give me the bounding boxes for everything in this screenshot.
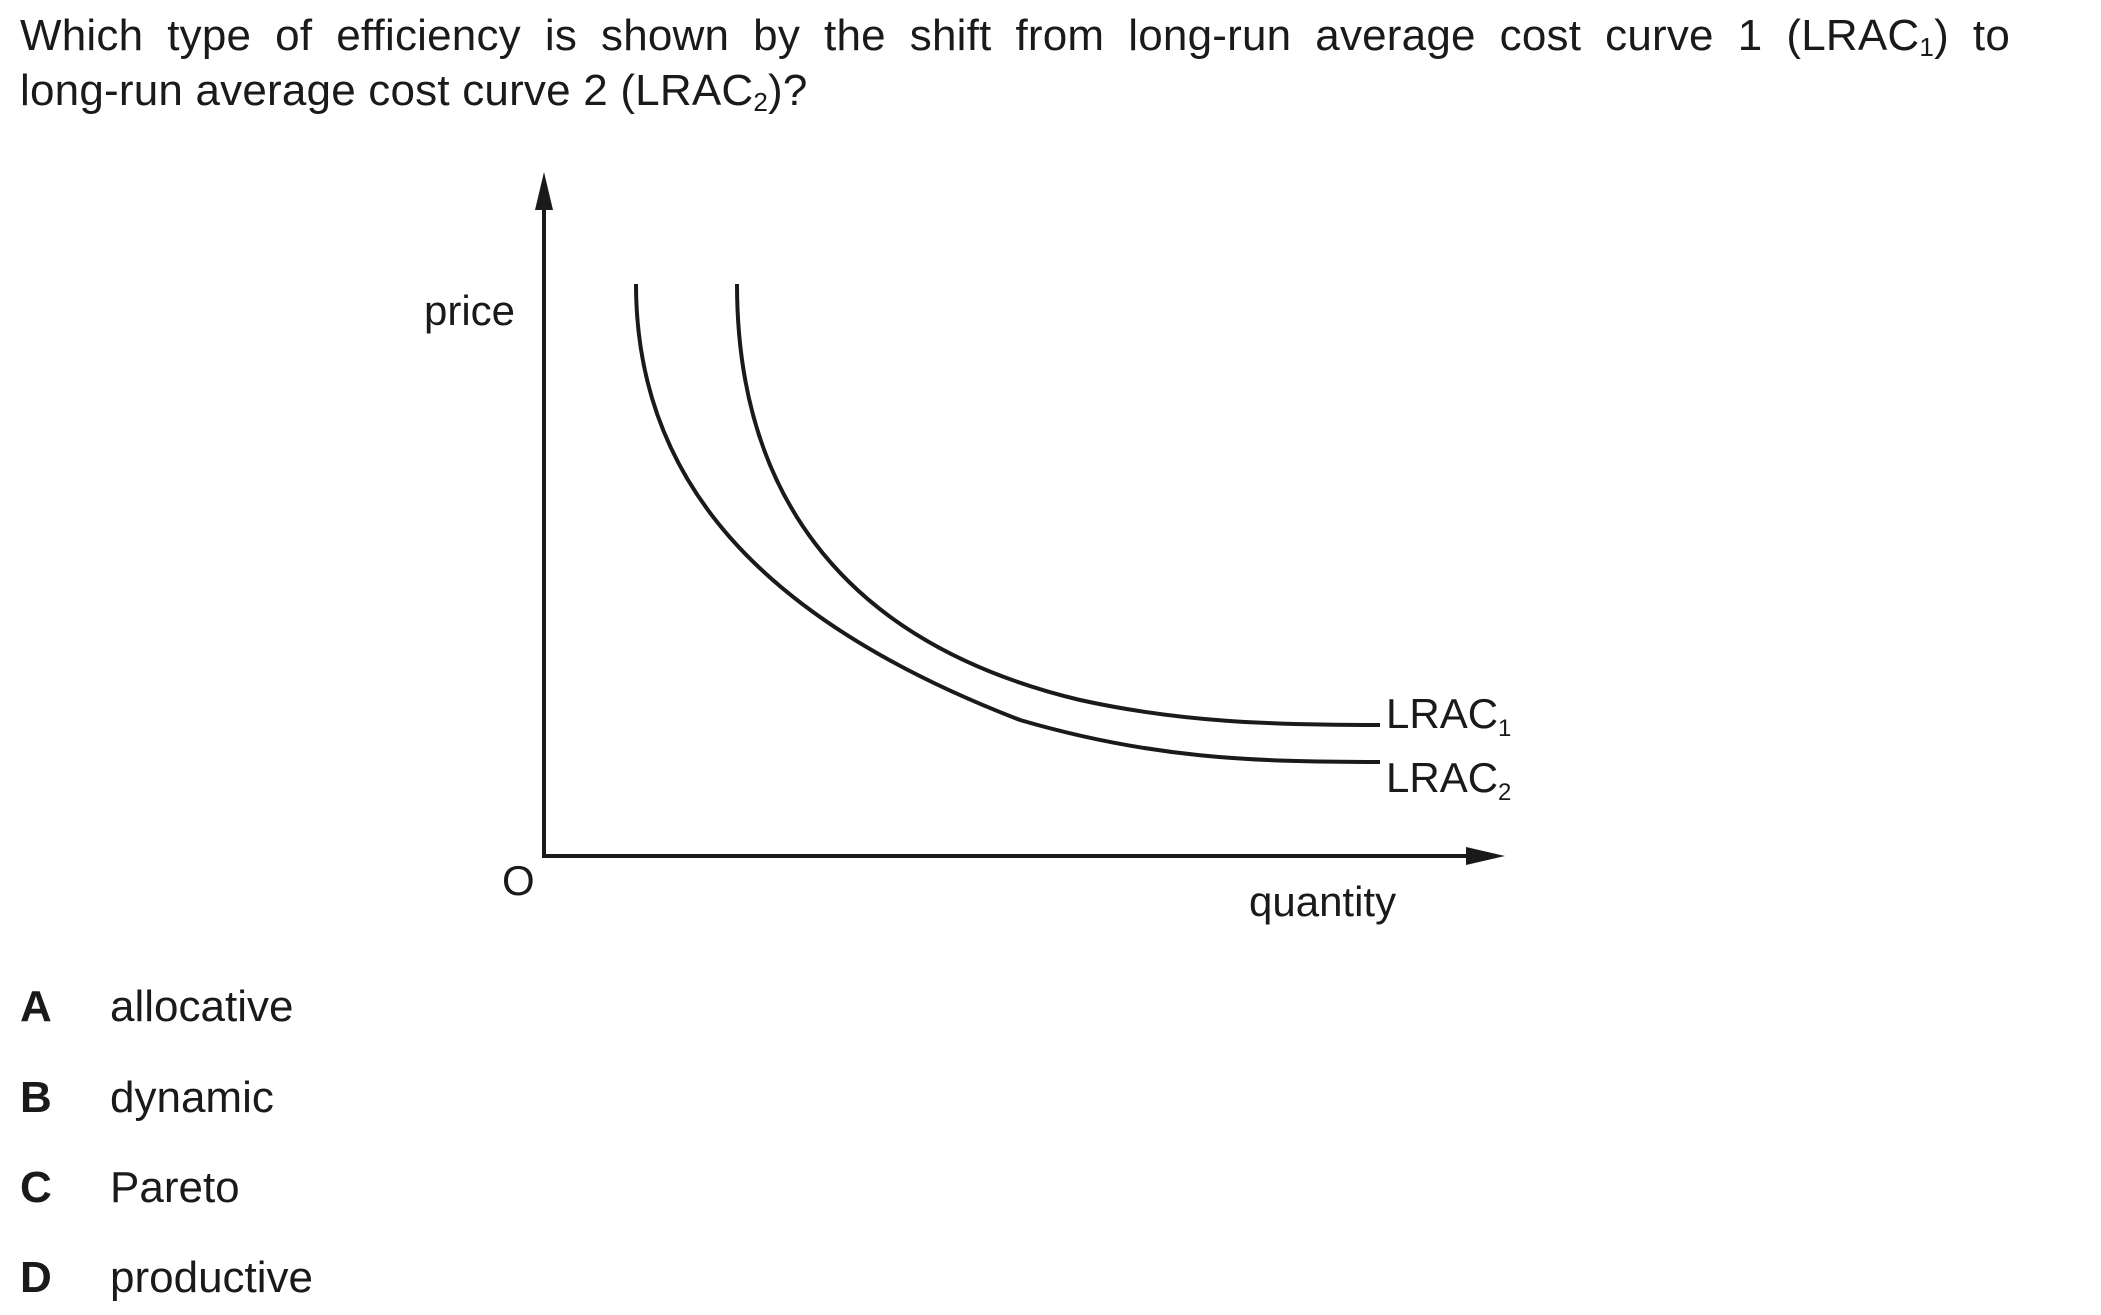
lrac2-curve (634, 283, 1381, 764)
lrac2-label: LRAC2 (1386, 754, 1511, 806)
option-letter: D (20, 1253, 52, 1302)
question-text: Which type of efficiency is shown by the… (20, 8, 2020, 118)
option-text: dynamic (110, 1073, 274, 1122)
lrac1-label: LRAC1 (1386, 690, 1511, 742)
y-axis-arrowhead (535, 172, 553, 210)
option-text: Pareto (110, 1163, 240, 1212)
option-letter: C (20, 1163, 52, 1212)
question-line-1: Which type of efficiency is shown by the… (20, 11, 2010, 62)
question-line-2: long-run average cost curve 2 (LRAC2)? (20, 66, 808, 117)
option-text: allocative (110, 982, 294, 1031)
x-axis-label: quantity (1249, 878, 1396, 925)
origin-label: O (502, 857, 535, 904)
option-letter: B (20, 1073, 52, 1122)
x-axis-arrowhead (1466, 847, 1505, 865)
y-axis-label: price (424, 287, 515, 334)
lrac1-curve (735, 283, 1381, 727)
option-text: productive (110, 1253, 314, 1302)
option-letter: A (20, 982, 52, 1031)
